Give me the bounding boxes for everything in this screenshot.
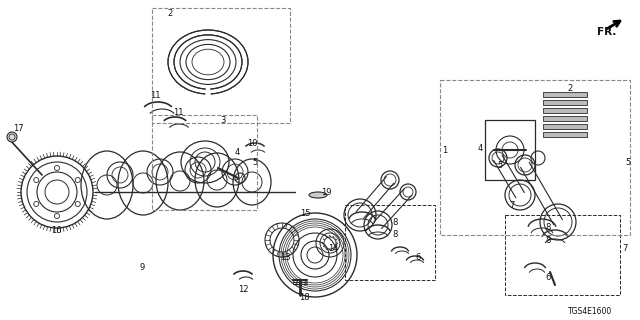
Text: 8: 8	[545, 236, 550, 244]
Text: 6: 6	[545, 274, 550, 283]
Text: 2: 2	[168, 9, 173, 18]
Text: 13: 13	[280, 252, 291, 261]
Text: 3: 3	[220, 116, 226, 124]
Text: 2: 2	[568, 84, 573, 92]
Bar	[543, 92, 587, 97]
Bar	[543, 100, 587, 105]
Text: 9: 9	[140, 263, 145, 273]
Ellipse shape	[309, 192, 327, 198]
Text: 1: 1	[442, 146, 447, 155]
Bar	[345, 205, 435, 280]
Text: 15: 15	[300, 209, 310, 218]
Text: TGS4E1600: TGS4E1600	[568, 308, 612, 316]
Text: 7: 7	[509, 201, 515, 210]
Bar	[485, 120, 535, 180]
Bar	[543, 108, 587, 113]
Text: 16: 16	[51, 226, 61, 235]
Text: 17: 17	[13, 124, 23, 132]
Bar	[440, 80, 630, 235]
Text: 12: 12	[237, 285, 248, 294]
Circle shape	[7, 132, 17, 142]
Text: 4: 4	[477, 143, 483, 153]
Bar	[505, 215, 620, 295]
Text: 18: 18	[299, 293, 309, 302]
Text: 19: 19	[321, 188, 332, 196]
Text: 8: 8	[392, 218, 397, 227]
Text: 6: 6	[415, 253, 420, 262]
Text: 5: 5	[252, 157, 258, 166]
Text: 8: 8	[392, 229, 397, 238]
Text: 5: 5	[625, 157, 630, 166]
Text: 11: 11	[173, 108, 183, 116]
Bar	[543, 132, 587, 137]
Bar	[543, 116, 587, 121]
Bar	[152, 8, 290, 123]
Text: 8: 8	[545, 222, 550, 231]
Bar	[543, 124, 587, 129]
Text: 14: 14	[328, 244, 339, 252]
Text: 11: 11	[150, 91, 160, 100]
Bar	[152, 115, 257, 210]
Text: FR.: FR.	[597, 27, 617, 37]
Text: 10: 10	[247, 139, 257, 148]
Text: 5: 5	[497, 161, 502, 170]
Text: 4: 4	[234, 148, 239, 156]
Text: 7: 7	[622, 244, 628, 252]
